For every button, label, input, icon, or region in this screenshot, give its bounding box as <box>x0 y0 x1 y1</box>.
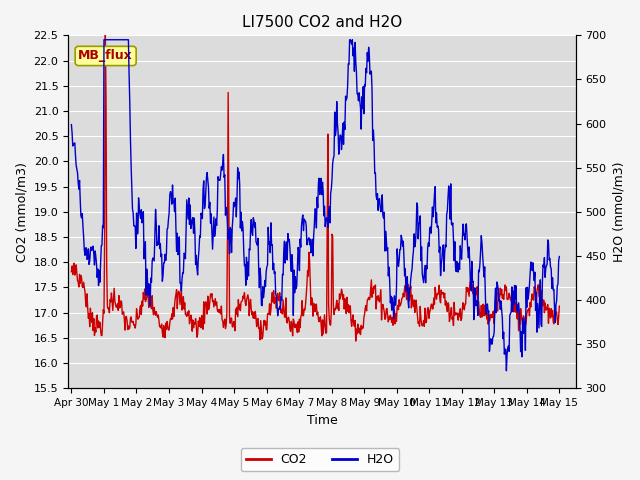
X-axis label: Time: Time <box>307 414 337 427</box>
Y-axis label: CO2 (mmol/m3): CO2 (mmol/m3) <box>15 162 28 262</box>
Legend: CO2, H2O: CO2, H2O <box>241 448 399 471</box>
Title: LI7500 CO2 and H2O: LI7500 CO2 and H2O <box>242 15 402 30</box>
Text: MB_flux: MB_flux <box>78 49 133 62</box>
Y-axis label: H2O (mmol/m3): H2O (mmol/m3) <box>612 162 625 262</box>
